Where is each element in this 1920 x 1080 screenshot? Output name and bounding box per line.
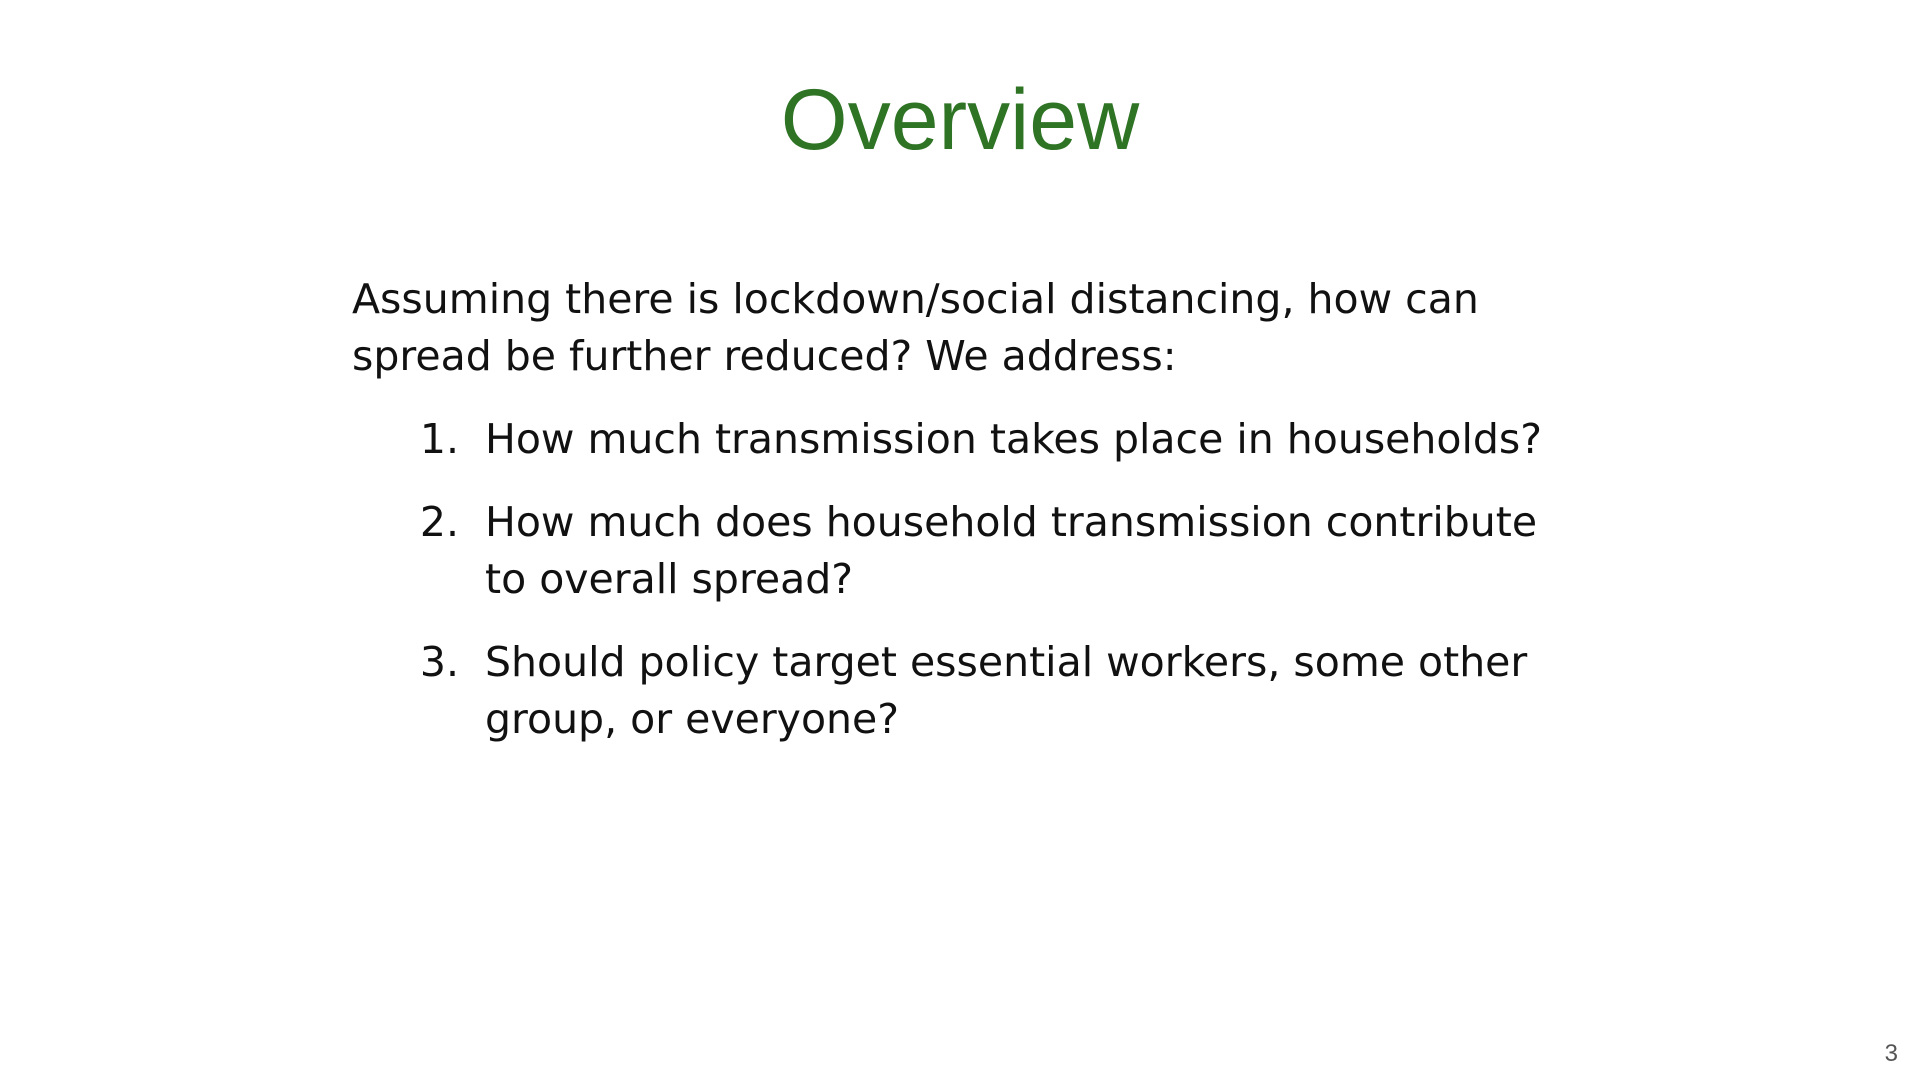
slide-title: Overview (780, 72, 1140, 168)
list-item-number: 3. (419, 638, 459, 686)
list-item-text: Should policy target essential workers, … (485, 638, 1528, 743)
list-item-text: How much transmission takes place in hou… (485, 415, 1543, 463)
list-item: 1. How much transmission takes place in … (352, 411, 1582, 468)
question-list: 1. How much transmission takes place in … (352, 411, 1582, 748)
list-item-text: How much does household transmission con… (485, 498, 1538, 603)
list-item-number: 1. (419, 415, 459, 463)
list-item-number: 2. (419, 498, 459, 546)
page-number: 3 (1884, 1040, 1898, 1067)
list-item: 3. Should policy target essential worker… (352, 634, 1582, 748)
intro-paragraph: Assuming there is lockdown/social distan… (352, 275, 1479, 380)
slide-body: Assuming there is lockdown/social distan… (352, 271, 1582, 774)
list-item: 2. How much does household transmission … (352, 494, 1582, 608)
